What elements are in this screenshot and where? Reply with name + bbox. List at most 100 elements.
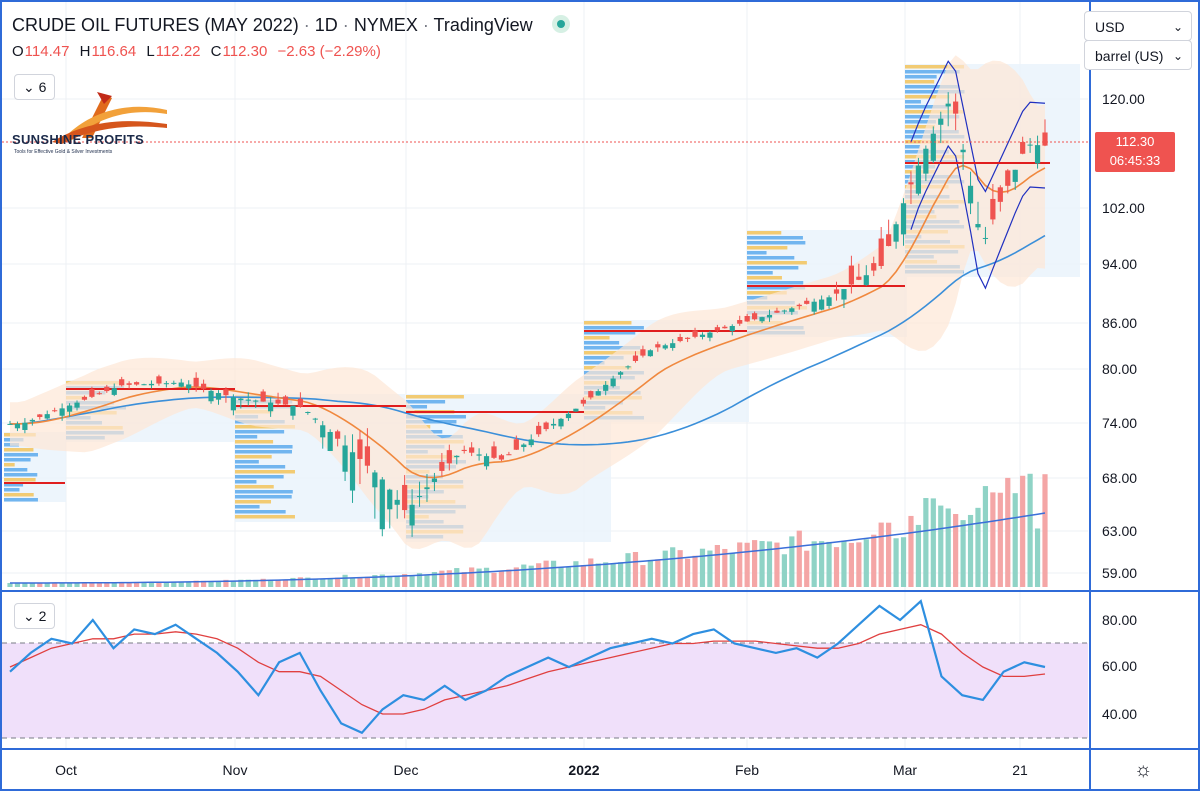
candle-body: [66, 405, 73, 412]
candle: [372, 470, 378, 519]
volume-bar: [89, 582, 95, 587]
candle: [826, 295, 832, 309]
candle: [900, 198, 907, 246]
candle-body: [342, 445, 348, 472]
volume-profile-row: [4, 473, 38, 477]
volume-bar: [692, 555, 698, 587]
candle-body: [297, 398, 303, 407]
unit-select[interactable]: barrel (US) ⌄: [1084, 40, 1192, 70]
candle: [1020, 136, 1026, 155]
close-value: 112.30: [222, 43, 268, 60]
candle: [133, 381, 140, 386]
volume-bar: [550, 560, 557, 587]
candle: [1034, 135, 1041, 169]
candle: [223, 387, 229, 403]
exchange-label: NYMEX: [353, 15, 418, 35]
candle: [498, 453, 505, 462]
candle: [848, 255, 855, 294]
volume-profile-row: [747, 231, 782, 235]
high-label: H: [79, 43, 91, 60]
volume-bar: [997, 492, 1003, 587]
time-tick-label: 2022: [568, 762, 599, 778]
volume-bar: [662, 550, 668, 587]
volume-bar: [1005, 477, 1011, 587]
volume-bar: [915, 524, 922, 587]
candle: [282, 395, 289, 405]
poc-lines: [4, 162, 1050, 484]
volume-bar: [781, 554, 787, 587]
candle: [781, 309, 787, 314]
rsi-indicators-toggle[interactable]: ⌄ 2: [14, 603, 56, 629]
candle: [908, 171, 914, 205]
candle: [394, 490, 400, 519]
candle: [565, 411, 572, 421]
candle-body: [379, 479, 385, 530]
price-axis-labels: 120.00 102.00 94.00 86.00 80.00 74.00 68.00 63.…: [1102, 91, 1145, 581]
candle-body: [915, 165, 922, 194]
volume-bar: [967, 514, 974, 587]
candle: [141, 383, 147, 386]
last-price-tag: 112.30 06:45:33: [1095, 132, 1175, 172]
candle: [402, 475, 408, 519]
candle: [431, 472, 438, 492]
volume-bar: [96, 582, 102, 587]
interval-label[interactable]: 1D: [314, 15, 338, 35]
volume-bar: [819, 541, 825, 587]
candle-body: [848, 265, 855, 285]
volume-profile-row: [747, 286, 806, 290]
candle: [387, 488, 393, 529]
candle-body: [364, 446, 371, 466]
volume-bar: [558, 567, 564, 587]
gear-icon[interactable]: ☼: [1134, 759, 1153, 781]
sunshine-profits-logo: [52, 92, 167, 144]
volume-bar: [617, 562, 624, 587]
candle-body: [722, 326, 728, 329]
volume-profile-row: [747, 251, 767, 255]
candle: [22, 418, 28, 434]
currency-select[interactable]: USD ⌄: [1084, 11, 1192, 41]
volume-bar: [737, 542, 743, 587]
volume-bar: [335, 577, 341, 587]
candle-body: [774, 310, 780, 313]
volume-bar: [364, 576, 371, 587]
volume-bar: [223, 579, 229, 587]
candle-body: [684, 337, 691, 339]
candle: [677, 333, 683, 343]
candle-body: [707, 332, 713, 338]
candle: [416, 481, 423, 507]
candle-body: [908, 182, 914, 185]
volume-bar: [37, 582, 43, 587]
candle-body: [320, 425, 326, 438]
symbol-title[interactable]: CRUDE OIL FUTURES (MAY 2022): [12, 15, 299, 35]
candle-body: [960, 149, 966, 153]
candle: [811, 298, 817, 315]
candle: [550, 418, 557, 429]
candle-body: [886, 234, 892, 247]
candle: [111, 383, 117, 397]
volume-profile-row: [747, 276, 782, 280]
candle-body: [44, 414, 50, 419]
price-tick-label: 102.00: [1102, 200, 1145, 216]
volume-bar: [327, 578, 333, 587]
volume-profile-row: [905, 75, 937, 79]
volume-bar: [498, 571, 505, 587]
volume-bar: [878, 522, 884, 587]
candle: [409, 489, 415, 537]
volume-bar: [565, 567, 572, 587]
candle: [1005, 169, 1011, 194]
time-tick-label: Oct: [55, 762, 77, 778]
volume-bar: [424, 575, 430, 587]
volume-bar: [833, 547, 840, 587]
volume-bar: [439, 570, 445, 587]
indicator-count: 6: [38, 79, 47, 95]
volume-profile-row: [905, 100, 921, 104]
volume-bar: [81, 582, 88, 587]
main-indicators-toggle[interactable]: ⌄ 6: [14, 74, 56, 100]
volume-profile-row: [905, 70, 960, 74]
volume-profile-row: [584, 351, 643, 355]
volume-profile-row: [584, 346, 641, 350]
candle-body: [744, 316, 750, 322]
time-tick-label: Dec: [394, 762, 419, 778]
candle: [171, 380, 177, 385]
